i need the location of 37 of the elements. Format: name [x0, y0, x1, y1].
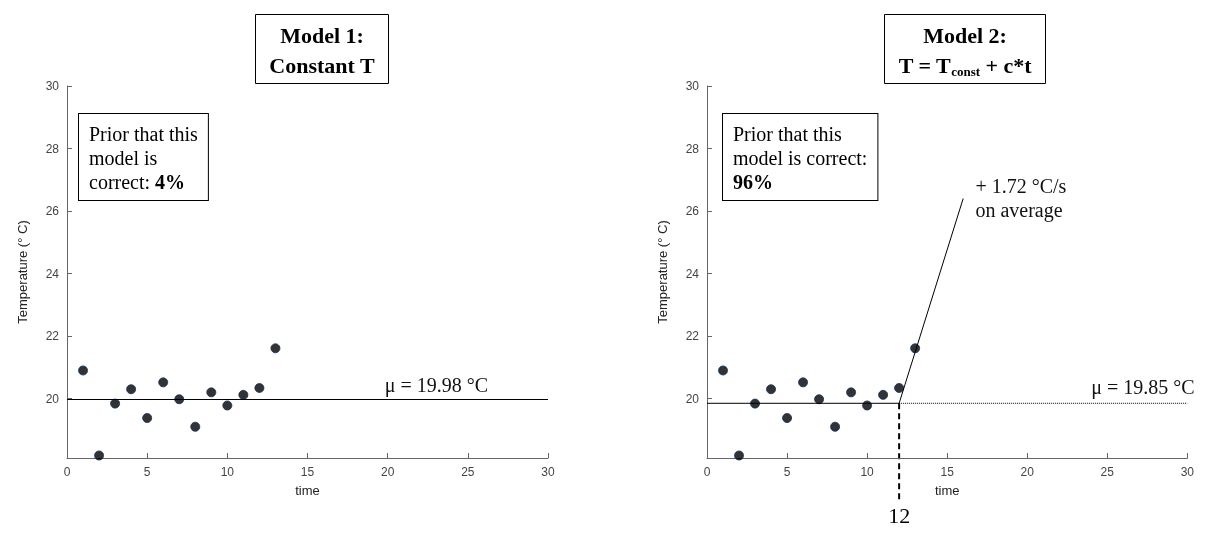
x-tick-label: 20 — [380, 465, 395, 479]
annotation: Prior that this model is correct: 4% — [89, 123, 199, 193]
y-tick-label: 22 — [685, 329, 700, 344]
x-tick-label: 0 — [703, 465, 711, 479]
y-tick-label: 28 — [685, 141, 700, 156]
x-tick-label: 30 — [541, 465, 555, 479]
y-tick-label: 26 — [685, 204, 700, 219]
x-tick-label: 5 — [143, 465, 151, 479]
x-tick-label: 25 — [461, 465, 475, 479]
y-tick-label: 28 — [45, 141, 60, 156]
x-tick-label: 25 — [1100, 465, 1115, 479]
y-tick-label: 22 — [45, 329, 60, 344]
annotation: μ = 19.85 °C — [1091, 376, 1195, 400]
y-axis-title: Temperature (° C) — [655, 220, 670, 324]
x-tick-label: 30 — [1180, 465, 1195, 479]
x-tick-label: 15 — [300, 465, 315, 479]
annotation: + 1.72 °C/s on average — [975, 174, 1067, 222]
y-tick-label: 30 — [685, 79, 700, 93]
y-axis-title: Temperature (° C) — [15, 220, 30, 324]
y-tick-label: 20 — [685, 391, 700, 406]
y-tick-label: 24 — [45, 266, 60, 281]
x-axis-title: time — [934, 483, 960, 498]
y-tick-label: 24 — [685, 266, 700, 281]
chart-title: Model 1: Constant T — [269, 22, 375, 78]
annotation: Prior that this model is correct: 96% — [733, 123, 868, 193]
x-tick-label: 10 — [860, 465, 875, 479]
y-tick-label: 26 — [45, 204, 60, 219]
y-tick-label: 30 — [45, 79, 60, 93]
ref-line-label: μ = 19.98 °C — [384, 374, 488, 398]
x-tick-label: 5 — [783, 465, 791, 479]
x-tick-label: 10 — [220, 465, 235, 479]
x-tick-label: 15 — [940, 465, 955, 479]
x-axis-title: time — [295, 483, 320, 498]
x-tick-label: 0 — [63, 465, 71, 479]
x-tick-label: 20 — [1020, 465, 1035, 479]
y-tick-label: 20 — [45, 391, 60, 406]
ref-line-label: 12 — [888, 502, 911, 528]
